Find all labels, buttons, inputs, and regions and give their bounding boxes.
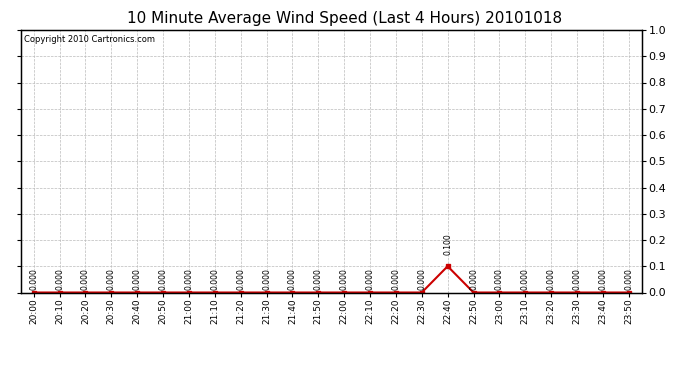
Text: 0.100: 0.100 [443,233,452,255]
Text: 0.000: 0.000 [81,268,90,290]
Text: 10 Minute Average Wind Speed (Last 4 Hours) 20101018: 10 Minute Average Wind Speed (Last 4 Hou… [128,11,562,26]
Text: 0.000: 0.000 [624,268,633,290]
Text: 0.000: 0.000 [314,268,323,290]
Text: 0.000: 0.000 [55,268,64,290]
Text: 0.000: 0.000 [339,268,348,290]
Text: 0.000: 0.000 [391,268,400,290]
Text: 0.000: 0.000 [366,268,375,290]
Text: 0.000: 0.000 [159,268,168,290]
Text: 0.000: 0.000 [288,268,297,290]
Text: 0.000: 0.000 [469,268,478,290]
Text: 0.000: 0.000 [29,268,38,290]
Text: 0.000: 0.000 [184,268,193,290]
Text: 0.000: 0.000 [546,268,555,290]
Text: 0.000: 0.000 [262,268,271,290]
Text: 0.000: 0.000 [495,268,504,290]
Text: 0.000: 0.000 [573,268,582,290]
Text: 0.000: 0.000 [521,268,530,290]
Text: 0.000: 0.000 [132,268,141,290]
Text: 0.000: 0.000 [107,268,116,290]
Text: 0.000: 0.000 [236,268,245,290]
Text: 0.000: 0.000 [598,268,607,290]
Text: Copyright 2010 Cartronics.com: Copyright 2010 Cartronics.com [23,35,155,44]
Text: 0.000: 0.000 [210,268,219,290]
Text: 0.000: 0.000 [417,268,426,290]
